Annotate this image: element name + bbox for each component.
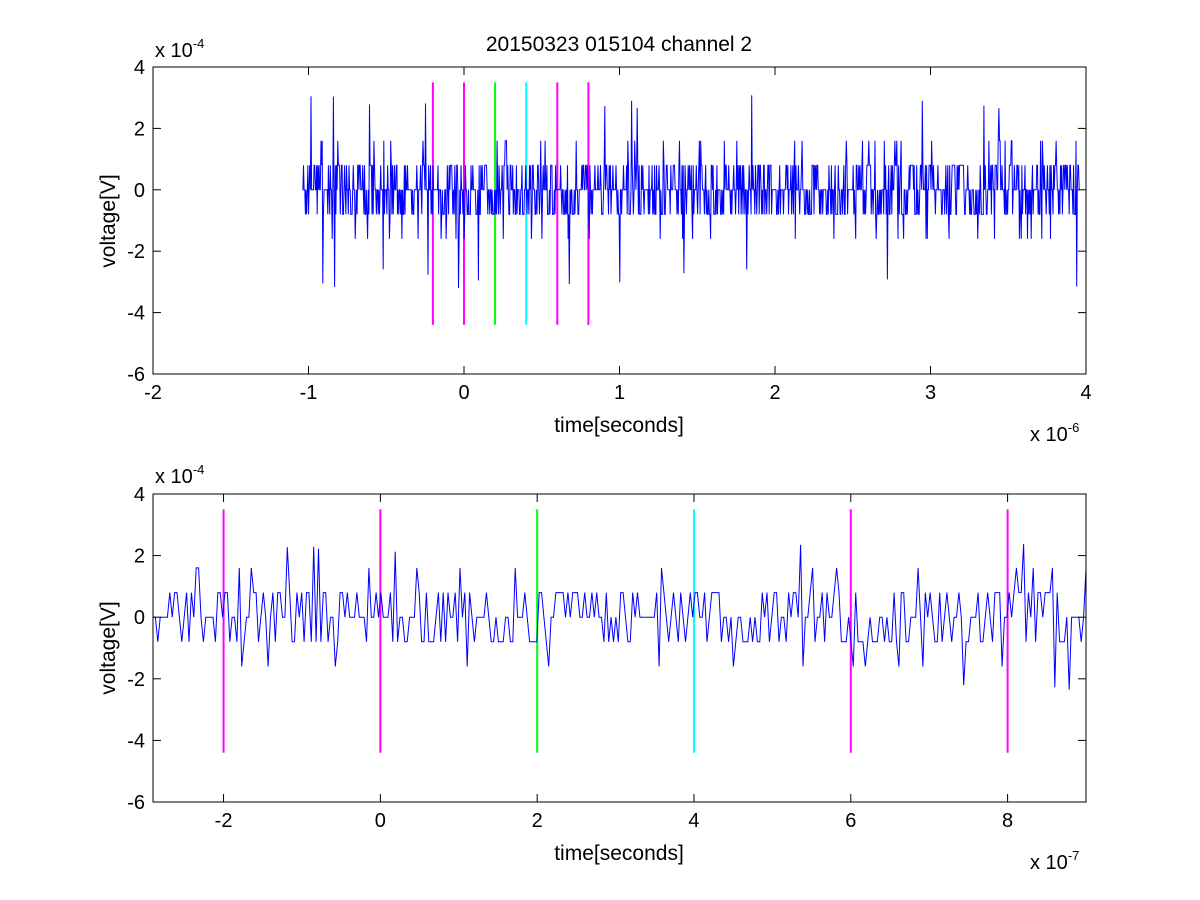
y-tick-label: 2 <box>134 118 145 140</box>
y-tick-label: -6 <box>127 364 145 386</box>
x-tick-label: 1 <box>614 382 625 404</box>
top-x-axis-label: time[seconds] <box>554 414 684 437</box>
y-tick-label: -6 <box>127 792 145 814</box>
series-line-0 <box>302 95 1080 289</box>
bottom-y-axis-label: voltage[V] <box>97 601 120 694</box>
bottom-axes: -2 0 2 4 6 8 -6 -4 -2 0 2 4 time[seconds] voltage[V… <box>97 462 1087 874</box>
top-series <box>302 95 1080 289</box>
x-tick-label: 2 <box>769 382 780 404</box>
bottom-axes-frame <box>152 493 1087 803</box>
x-tick-label: 4 <box>1080 382 1091 404</box>
series-line-0 <box>153 543 1087 690</box>
y-tick-label: 2 <box>134 546 145 568</box>
x-tick-label: 0 <box>375 810 386 832</box>
top-axes: -2 -1 0 1 2 3 4 -6 -4 -2 0 2 4 time[seconds] voltage… <box>97 36 1092 446</box>
x-tick-label: -1 <box>300 382 318 404</box>
x-tick-label: 3 <box>925 382 936 404</box>
bottom-x-exponent: x 10-7 <box>1030 848 1079 874</box>
top-ticks: -2 -1 0 1 2 3 4 -6 -4 -2 0 2 4 <box>127 57 1091 404</box>
bottom-y-exponent: x 10-4 <box>155 462 204 488</box>
figure-title: 20150323 015104 channel 2 <box>486 33 752 56</box>
top-x-exponent: x 10-6 <box>1030 420 1079 446</box>
x-tick-label: -2 <box>215 810 233 832</box>
x-tick-label: 8 <box>1002 810 1013 832</box>
x-tick-label: 0 <box>458 382 469 404</box>
top-y-exponent: x 10-4 <box>155 36 204 62</box>
x-tick-label: 4 <box>688 810 699 832</box>
bottom-plot-area <box>153 494 1086 802</box>
y-tick-label: -4 <box>127 730 145 752</box>
x-tick-label: 6 <box>845 810 856 832</box>
y-tick-label: 4 <box>134 484 145 506</box>
y-tick-label: -4 <box>127 303 145 325</box>
y-tick-label: 0 <box>134 607 145 629</box>
bottom-x-axis-label: time[seconds] <box>554 842 684 865</box>
x-tick-label: -2 <box>144 382 162 404</box>
y-tick-label: -2 <box>127 669 145 691</box>
bottom-ticks: -2 0 2 4 6 8 -6 -4 -2 0 2 4 <box>127 484 1086 832</box>
top-y-axis-label: voltage[V] <box>97 174 120 267</box>
x-tick-label: 2 <box>532 810 543 832</box>
y-tick-label: 4 <box>134 57 145 79</box>
y-tick-label: 0 <box>134 180 145 202</box>
bottom-markers <box>222 509 1009 753</box>
bottom-series <box>153 543 1087 690</box>
y-tick-label: -2 <box>127 241 145 263</box>
axes-box <box>152 493 1087 803</box>
